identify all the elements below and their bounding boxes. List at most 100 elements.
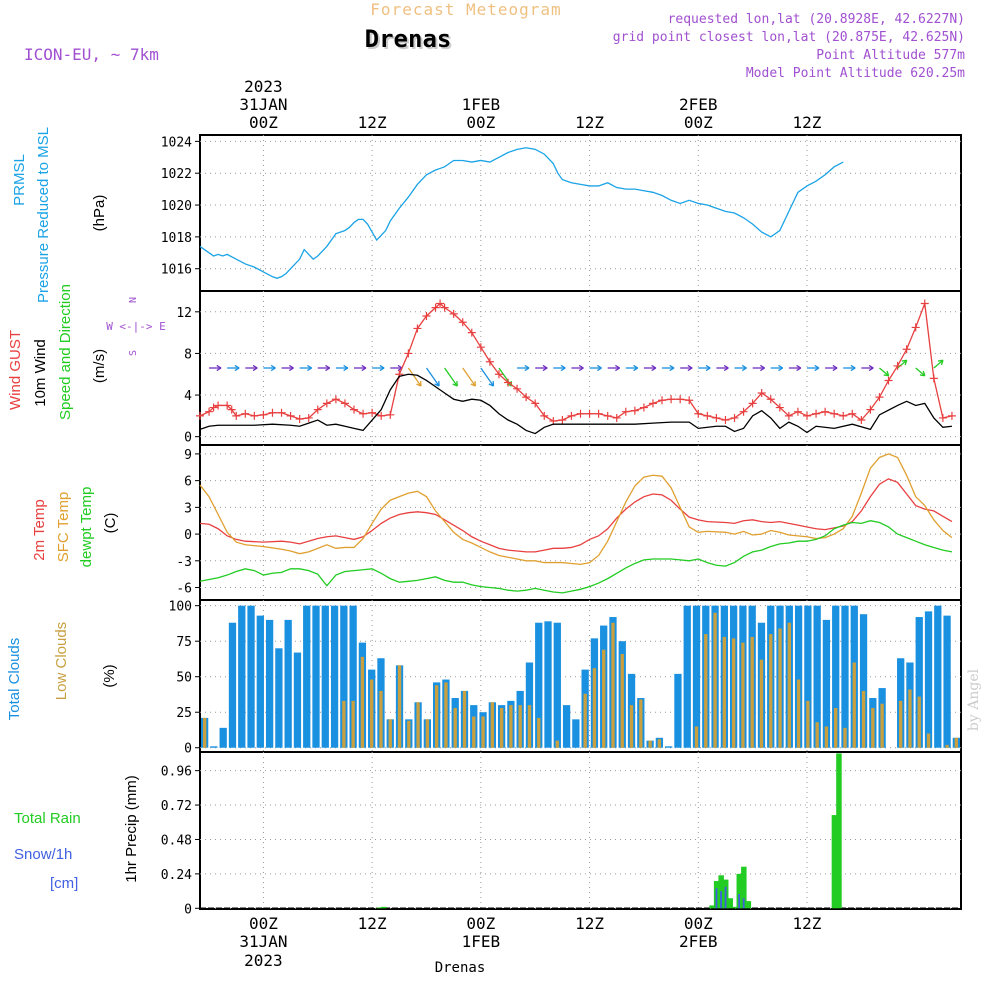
wind-arrow-head (796, 364, 802, 372)
low-cloud-bar (370, 679, 374, 748)
low-cloud-bar (722, 636, 727, 748)
gust-point-marker (703, 411, 712, 420)
low-cloud-bar (741, 642, 745, 748)
y-tick-label: -6 (176, 582, 192, 597)
y-tick-label: 0.72 (161, 799, 192, 814)
temperature-panel: -6 -3 0 3 6 9 2m Temp SFC Temp dewpt Temp (C) (31, 444, 962, 601)
wind-arrow-head (307, 364, 312, 372)
gust-point-marker (676, 395, 685, 404)
wind-arrow-head (542, 364, 548, 372)
wind-direction-arrow (897, 359, 908, 369)
gust-point-marker (866, 405, 875, 414)
snow-bar (742, 898, 745, 909)
gust-point-marker (504, 378, 513, 387)
temp-label-1: 2m Temp (31, 499, 48, 560)
top-axis-label: 2FEB (679, 95, 718, 114)
wind-arrow-head (850, 364, 856, 372)
wind-arrow-head (434, 380, 440, 387)
gust-point-marker (494, 370, 503, 379)
total-cloud-bar (794, 605, 803, 748)
low-cloud-bar (611, 622, 615, 748)
wind-arrow-head (883, 370, 890, 377)
gust-point-marker (331, 395, 340, 404)
low-cloud-bar (388, 719, 392, 748)
pressure-series (199, 147, 844, 279)
rain-bar (376, 907, 382, 909)
wind-arrow-head (669, 364, 675, 372)
gust-point-marker (893, 361, 902, 370)
temperature-grid (200, 445, 961, 600)
wind-direction-arrow (879, 367, 890, 377)
wind-arrow-head (524, 364, 530, 372)
gust-point-marker (848, 409, 857, 418)
total-cloud-bar (210, 746, 218, 748)
gust-point-marker (812, 409, 821, 418)
low-cloud-bar (926, 733, 931, 748)
wind-arrow-head (778, 364, 784, 372)
wind-arrow-head (633, 364, 639, 372)
pressure-unit: (hPa) (91, 195, 108, 232)
top-axis-label: 00Z (249, 113, 278, 132)
low-cloud-bar (899, 700, 903, 748)
series-line-dewpt-temp (199, 520, 953, 594)
low-cloud-bar (778, 628, 782, 748)
low-cloud-bar (731, 638, 736, 748)
low-cloud-bar (416, 702, 420, 748)
low-cloud-bar (472, 716, 476, 748)
top-axis-label: 12Z (793, 113, 822, 132)
low-cloud-bar (444, 682, 448, 748)
bottom-axis-label: 2023 (244, 951, 283, 970)
low-cloud-bar (815, 722, 819, 748)
temp-label-3: dewpt Temp (78, 487, 95, 568)
low-cloud-bar (657, 739, 662, 748)
wind-arrow-head (937, 359, 944, 366)
rain-bar (741, 866, 747, 909)
low-cloud-bar (453, 707, 457, 748)
y-tick-label: 1024 (161, 135, 192, 150)
low-cloud-bar (537, 717, 541, 748)
gust-point-marker (313, 405, 322, 414)
wind-direction-arrow (915, 367, 926, 377)
gust-point-marker (802, 411, 811, 420)
total-cloud-bar (841, 605, 849, 748)
low-cloud-bar (908, 689, 912, 748)
pressure-y-ticks: 1016 1018 1020 1022 1024 (161, 135, 200, 278)
gust-point-marker (739, 407, 748, 416)
wind-arrow-head (919, 370, 926, 377)
gust-point-marker (436, 299, 445, 308)
low-cloud-bar (462, 690, 467, 748)
low-cloud-bar (806, 700, 810, 748)
gust-point-marker (449, 309, 458, 318)
clouds-panel: 0 25 50 75 100 Total Clouds Low Clouds (%) (6, 599, 962, 757)
wind-direction-arrow (480, 367, 494, 387)
gust-point-marker (250, 411, 259, 420)
low-cloud-bar (796, 679, 801, 748)
wind-direction-arrow (425, 367, 440, 387)
low-cloud-bar (602, 649, 606, 748)
gust-point-marker (721, 416, 730, 425)
wind-arrow-head (343, 364, 349, 372)
gust-point-marker (712, 413, 721, 422)
low-cloud-bar (852, 662, 856, 748)
wind-arrow-head (687, 364, 693, 372)
total-cloud-bar (915, 617, 923, 748)
gust-point-marker (350, 405, 359, 414)
gust-point-marker (431, 303, 440, 312)
wind-arrow-head (596, 364, 602, 372)
gust-point-marker (875, 393, 884, 402)
snow-bar (738, 893, 741, 909)
low-cloud-bar (509, 705, 513, 748)
y-tick-label: 100 (169, 600, 192, 615)
total-cloud-bar (321, 605, 329, 748)
total-cloud-bar (219, 727, 227, 748)
gust-point-marker (784, 411, 793, 420)
temp-label-2: SFC Temp (55, 492, 72, 563)
gust-point-marker (685, 396, 694, 405)
low-cloud-bar (629, 705, 634, 748)
wind-direction-arrow (462, 367, 476, 387)
wind-arrow-head (832, 364, 838, 372)
gust-point-marker (232, 411, 241, 420)
low-cloud-bar (425, 719, 430, 748)
y-tick-label: 12 (176, 306, 192, 321)
y-tick-label: 6 (184, 475, 192, 490)
